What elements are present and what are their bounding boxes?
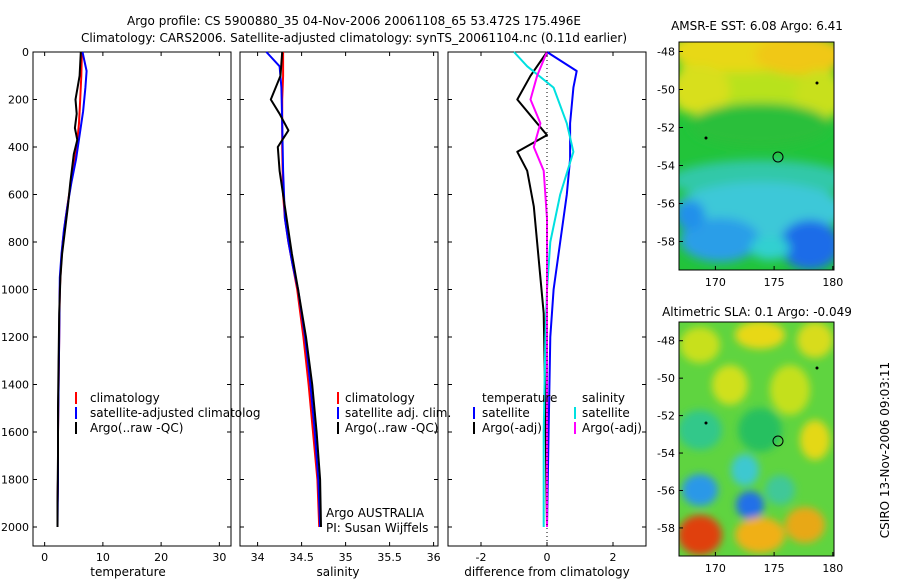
legend-temp-satellite: satellite [482,406,530,420]
sla-axis-ticks: 170 175 180 -48 -50 -52 -54 -56 -58 [657,335,843,575]
difference-legend: temperature satellite Argo(-adj) salinit… [473,391,642,435]
legend-argo: Argo(..raw -QC) [345,421,438,435]
map-y-tick-label: -50 [657,84,675,97]
map-y-tick-label: -56 [657,198,675,211]
legend-sal-satellite: satellite [582,406,630,420]
legend-satellite-adj: satellite adj. clim. [345,406,451,420]
x-tick-label: 34.5 [289,551,314,564]
difference-series-salinity-argo-adj- [529,51,548,527]
salinity-legend: climatology satellite adj. clim. Argo(..… [337,391,451,435]
depth-tick-labels: 0 200 400 600 800 1000 1200 1400 1600 1800 2000 [1,46,29,534]
legend-argo: Argo(..raw -QC) [90,421,183,435]
y-tick-label: 1600 [1,426,29,439]
salinity-series-satellite-adj-clim- [265,51,322,528]
sla-map-title: Altimetric SLA: 0.1 Argo: -0.049 [662,305,852,319]
y-tick-label: 200 [8,94,29,107]
map-x-tick-label: 170 [705,562,726,575]
x-tick-label: 35 [339,551,353,564]
sst-track-point [815,81,819,85]
sla-heatmap [679,322,834,556]
difference-series-salinity-satellite [513,51,575,527]
difference-series-temperature-argo-adj- [516,51,548,528]
y-tick-label: 1200 [1,331,29,344]
map-x-tick-label: 180 [822,562,843,575]
sla-map-frame [678,321,835,557]
map-y-tick-label: -56 [657,484,675,497]
y-tick-label: 800 [8,236,29,249]
legend-salinity-header: salinity [582,391,625,405]
x-tick-label: 0 [41,551,48,564]
timestamp-stamp: CSIRO 13-Nov-2006 09:03:11 [878,362,892,538]
sst-map-frame [678,41,835,271]
x-tick-label: -2 [476,551,487,564]
map-x-tick-label: 170 [705,276,726,289]
legend-temp-argo: Argo(-adj) [482,421,542,435]
annotation-argo-australia: Argo AUSTRALIA [326,506,425,520]
sla-float-marker [772,435,784,447]
salinity-axes [239,51,439,547]
header-line-1: Argo profile: CS 5900880_35 04-Nov-2006 … [127,14,581,28]
temperature-series-argo [56,51,82,527]
map-y-tick-label: -54 [657,447,675,460]
map-y-tick-label: -48 [657,46,675,59]
sst-heatmap [679,42,834,270]
map-y-tick-label: -48 [657,335,675,348]
map-y-tick-label: -50 [657,372,675,385]
map-x-tick-label: 175 [764,276,785,289]
sla-track-point [704,421,708,425]
legend-temperature-header: temperature [482,391,557,405]
y-tick-label: 0 [22,46,29,59]
x-tick-label: 0 [544,551,551,564]
y-tick-label: 1400 [1,379,29,392]
y-tick-label: 1800 [1,474,29,487]
x-tick-label: 35.5 [377,551,402,564]
map-y-tick-label: -58 [657,522,675,535]
legend-sal-argo: Argo(-adj) [582,421,642,435]
temperature-xlabel: temperature [90,565,165,579]
difference-xlabel: difference from climatology [464,565,630,579]
map-y-tick-label: -58 [657,236,675,249]
sst-float-marker [772,151,784,163]
annotation-pi: PI: Susan Wijffels [326,521,428,535]
temperature-legend: climatology satellite-adjusted climatolo… [75,391,260,435]
map-x-tick-label: 180 [822,276,843,289]
x-tick-label: 34 [251,551,265,564]
x-tick-label: 2 [610,551,617,564]
x-tick-label: 10 [96,551,110,564]
sst-map-title: AMSR-E SST: 6.08 Argo: 6.41 [671,19,843,33]
y-tick-label: 1000 [1,284,29,297]
x-tick-label: 20 [154,551,168,564]
y-tick-label: 600 [8,189,29,202]
legend-climatology: climatology [90,391,160,405]
legend-climatology: climatology [345,391,415,405]
header-line-2: Climatology: CARS2006. Satellite-adjuste… [81,31,627,45]
salinity-series-climatology [281,52,321,528]
sst-track-point [704,136,708,140]
map-y-tick-label: -52 [657,122,675,135]
map-x-tick-label: 175 [764,562,785,575]
sst-axis-ticks: 170 175 180 -48 -50 -52 -54 -56 -58 [657,46,843,290]
sla-track-point [815,366,819,370]
legend-satellite-adjusted: satellite-adjusted climatolog [90,406,260,420]
map-y-tick-label: -54 [657,160,675,173]
salinity-xlabel: salinity [316,565,359,579]
temperature-series-satellite-adjusted-climatology [56,51,88,528]
salinity-series-argo [269,51,322,528]
y-tick-label: 400 [8,141,29,154]
temperature-series-climatology [56,51,83,527]
x-tick-label: 36 [427,551,441,564]
difference-series-temperature-satellite [546,51,578,528]
temperature-axes [32,51,232,547]
y-tick-label: 2000 [1,521,29,534]
map-y-tick-label: -52 [657,410,675,423]
x-tick-label: 30 [212,551,226,564]
